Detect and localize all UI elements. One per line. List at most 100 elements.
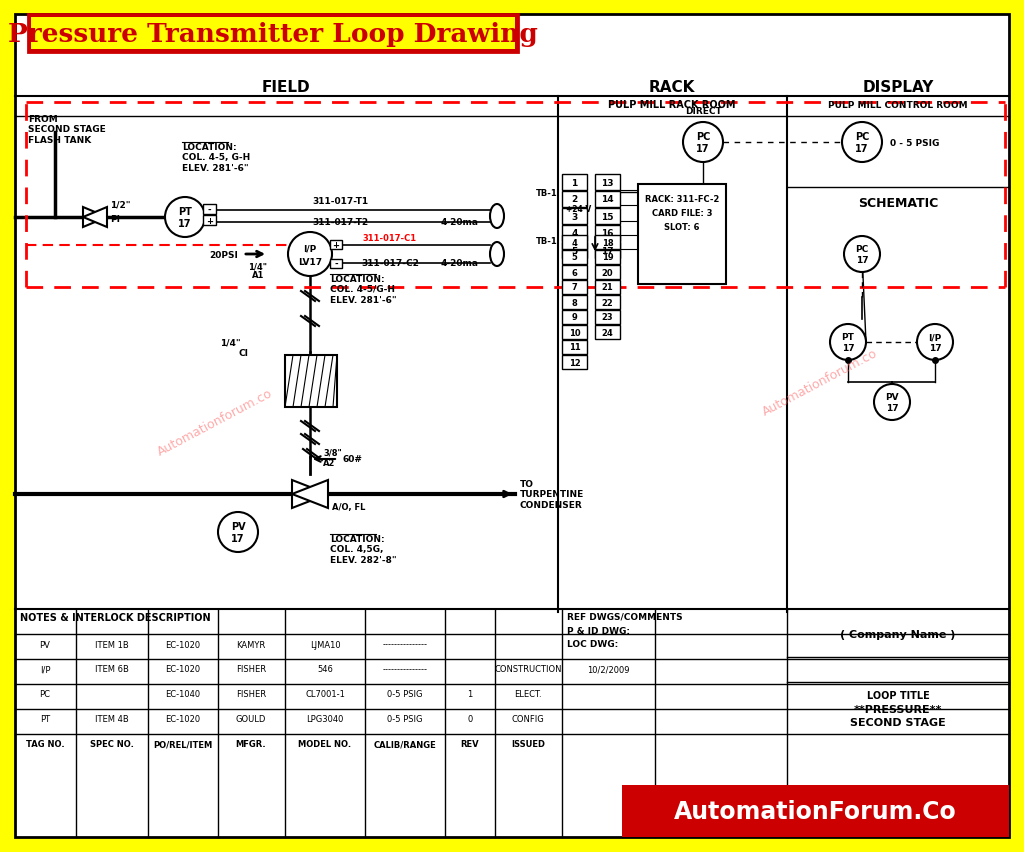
Bar	[595, 296, 620, 309]
Text: FISHER: FISHER	[236, 665, 266, 674]
Text: 5: 5	[571, 253, 578, 262]
Polygon shape	[83, 208, 106, 227]
Text: -: -	[334, 260, 338, 268]
Text: TB-1: TB-1	[537, 188, 558, 198]
Text: CL7001-1: CL7001-1	[305, 689, 345, 699]
Bar	[562, 355, 587, 370]
Text: 4-20ma: 4-20ma	[441, 259, 479, 268]
Text: PV: PV	[230, 521, 246, 532]
Text: 311-017-C1: 311-017-C1	[362, 233, 417, 243]
Polygon shape	[292, 481, 328, 509]
Bar	[595, 226, 620, 242]
Text: COL. 4-5/G-H: COL. 4-5/G-H	[330, 285, 395, 294]
Bar	[330, 241, 342, 250]
Text: AutomationForum.Co: AutomationForum.Co	[674, 799, 956, 823]
Circle shape	[218, 512, 258, 552]
Circle shape	[830, 325, 866, 360]
Text: 1: 1	[571, 178, 578, 187]
Polygon shape	[83, 208, 106, 227]
Text: CI: CI	[238, 348, 248, 357]
Bar	[562, 296, 587, 309]
Bar	[562, 280, 587, 295]
Text: EC-1020: EC-1020	[166, 665, 201, 674]
Circle shape	[842, 123, 882, 163]
Bar	[562, 311, 587, 325]
Text: RACK: RACK	[649, 80, 695, 95]
Circle shape	[844, 237, 880, 273]
Text: -: -	[208, 205, 211, 214]
Text: KAMYR: KAMYR	[237, 640, 265, 648]
Text: 1/4": 1/4"	[220, 338, 241, 347]
Text: A1: A1	[252, 271, 264, 279]
Text: ITEM 4B: ITEM 4B	[95, 715, 129, 723]
Text: PT: PT	[40, 715, 50, 723]
Bar	[638, 185, 726, 285]
Text: PULP MILL CONTROL ROOM: PULP MILL CONTROL ROOM	[828, 101, 968, 109]
Text: Automationforum.co: Automationforum.co	[156, 387, 274, 458]
Text: PC: PC	[855, 132, 869, 142]
Text: SECOND STAGE: SECOND STAGE	[850, 717, 946, 727]
Text: A/O, FL: A/O, FL	[332, 503, 366, 511]
Text: I/P: I/P	[40, 665, 50, 674]
Text: DISPLAY: DISPLAY	[862, 80, 934, 95]
Text: EC-1020: EC-1020	[166, 715, 201, 723]
Text: P & ID DWG:: P & ID DWG:	[567, 626, 630, 636]
Text: 20: 20	[602, 268, 613, 277]
Text: Automationforum.co: Automationforum.co	[760, 347, 880, 418]
Text: 0 - 5 PSIG: 0 - 5 PSIG	[890, 138, 939, 147]
Text: MODEL NO.: MODEL NO.	[298, 740, 351, 749]
Text: 22: 22	[602, 298, 613, 307]
Text: PI: PI	[110, 215, 120, 224]
Text: NOTES & INTERLOCK DESCRIPTION: NOTES & INTERLOCK DESCRIPTION	[20, 613, 211, 622]
Text: ITEM 1B: ITEM 1B	[95, 640, 129, 648]
Text: 546: 546	[317, 665, 333, 674]
Text: +: +	[333, 241, 340, 250]
Text: MFGR.: MFGR.	[236, 740, 266, 749]
Circle shape	[918, 325, 953, 360]
Text: CARD FILE: 3: CARD FILE: 3	[651, 209, 713, 218]
Text: I/P: I/P	[929, 333, 942, 342]
Text: 4: 4	[571, 229, 578, 239]
Text: PT: PT	[842, 333, 854, 342]
Bar	[562, 226, 587, 242]
Text: REF DWGS/COMMENTS: REF DWGS/COMMENTS	[567, 613, 683, 621]
Text: SPEC NO.: SPEC NO.	[90, 740, 134, 749]
Text: LJMA10: LJMA10	[309, 640, 340, 648]
Bar	[595, 325, 620, 340]
Text: 60#: 60#	[342, 455, 361, 464]
Bar	[595, 250, 620, 265]
Circle shape	[874, 384, 910, 421]
Text: DIRECT: DIRECT	[685, 106, 721, 116]
Bar	[562, 266, 587, 279]
Text: 4-20ma: 4-20ma	[441, 218, 479, 227]
Text: 1/2": 1/2"	[110, 201, 130, 210]
Bar	[562, 192, 587, 208]
Bar	[562, 209, 587, 225]
Text: 23: 23	[602, 314, 613, 322]
Text: CONFIG: CONFIG	[512, 715, 545, 723]
Text: 4: 4	[571, 239, 578, 247]
Text: 14: 14	[601, 195, 613, 204]
Text: LOCATION:: LOCATION:	[182, 143, 237, 152]
Text: 1: 1	[467, 689, 473, 699]
Text: GOULD: GOULD	[236, 715, 266, 723]
Text: 10: 10	[568, 328, 581, 337]
Text: Pressure Transmitter Loop Drawing: Pressure Transmitter Loop Drawing	[8, 21, 538, 47]
Text: TB-1: TB-1	[537, 236, 558, 245]
Circle shape	[288, 233, 332, 277]
Bar	[203, 216, 216, 226]
Bar	[285, 355, 337, 407]
Text: COL. 4,5G,: COL. 4,5G,	[330, 544, 383, 553]
Bar	[595, 209, 620, 225]
Text: 24: 24	[602, 328, 613, 337]
Text: **PRESSURE**: **PRESSURE**	[854, 704, 942, 714]
Text: 8: 8	[571, 298, 578, 307]
Text: COL. 4-5, G-H: COL. 4-5, G-H	[182, 153, 250, 162]
Text: 13: 13	[601, 178, 613, 187]
Text: PV: PV	[40, 640, 50, 648]
Text: LOCATION:: LOCATION:	[330, 274, 385, 284]
Text: 1/4": 1/4"	[249, 262, 267, 271]
Bar	[595, 266, 620, 279]
Bar	[562, 250, 587, 265]
Text: PC: PC	[855, 245, 868, 254]
